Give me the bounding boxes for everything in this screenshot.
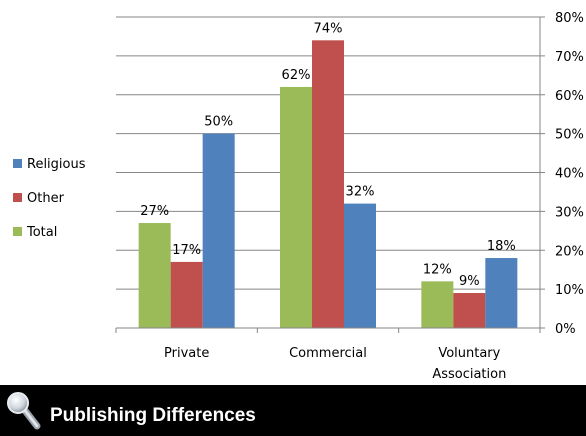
- legend-swatch: [13, 159, 22, 168]
- data-label: 62%: [282, 68, 311, 83]
- y-tick-label: 50%: [555, 128, 584, 143]
- y-tick-label: 60%: [555, 89, 584, 104]
- bar: [421, 281, 454, 328]
- data-labels: 27% 17% 50% 62% 74% 32% 12% 9% 18%: [140, 21, 516, 289]
- bar: [485, 258, 518, 328]
- legend-label: Religious: [27, 157, 86, 172]
- x-tick-label: Commercial: [289, 346, 367, 361]
- axes: 0% 10% 20% 30% 40% 50% 60% 70% 80% Private Commerc…: [115, 11, 584, 382]
- data-label: 32%: [346, 185, 375, 200]
- x-tick-label: Association: [432, 367, 506, 382]
- legend-label: Total: [26, 225, 57, 240]
- bar: [138, 223, 171, 328]
- data-label: 50%: [204, 115, 233, 130]
- data-label: 74%: [314, 21, 343, 36]
- x-tick-label: Private: [164, 346, 209, 361]
- bar-chart: 27% 17% 50% 62% 74% 32% 12% 9% 18% 0% 10% 20% 30% 40…: [13, 11, 584, 382]
- data-label: 17%: [172, 243, 201, 258]
- data-label: 12%: [423, 262, 452, 277]
- legend-label: Other: [27, 191, 65, 206]
- y-tick-label: 10%: [555, 283, 584, 298]
- data-label: 18%: [487, 239, 516, 254]
- bars: [138, 40, 518, 328]
- y-tick-label: 70%: [555, 50, 584, 65]
- bar: [453, 293, 486, 328]
- bar: [280, 86, 312, 328]
- legend: Religious Other Total: [13, 157, 86, 240]
- bar: [170, 261, 203, 328]
- x-tick-label: Voluntary: [438, 346, 500, 361]
- bar: [202, 133, 235, 328]
- y-tick-label: 0%: [555, 322, 576, 337]
- y-tick-label: 30%: [555, 205, 584, 220]
- legend-swatch: [13, 227, 22, 236]
- data-label: 27%: [140, 204, 169, 219]
- legend-swatch: [13, 193, 22, 202]
- y-tick-label: 80%: [555, 11, 584, 26]
- magnifier-icon: [7, 391, 41, 429]
- bar: [312, 40, 344, 328]
- caption-bar: Publishing Differences: [0, 385, 586, 436]
- bar: [344, 203, 376, 328]
- y-tick-label: 20%: [555, 244, 584, 259]
- y-tick-label: 40%: [555, 167, 584, 182]
- caption-title: Publishing Differences: [50, 404, 256, 426]
- data-label: 9%: [459, 274, 480, 289]
